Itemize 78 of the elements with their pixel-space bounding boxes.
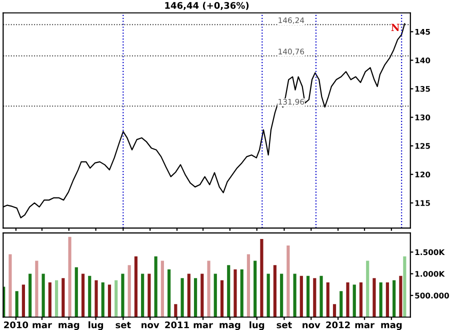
bar xyxy=(94,280,98,318)
bar xyxy=(194,278,198,318)
bar xyxy=(108,284,112,318)
bar xyxy=(379,282,382,318)
bar xyxy=(300,276,303,318)
bar xyxy=(214,274,217,318)
bar xyxy=(187,274,190,318)
bar xyxy=(114,280,118,318)
bar xyxy=(280,274,284,318)
bar xyxy=(121,274,124,318)
x-tick-label: nov xyxy=(142,323,160,328)
bar xyxy=(141,274,144,318)
annotation: N xyxy=(391,24,400,31)
x-tick-label: lug xyxy=(88,321,104,330)
chart-title: 146,44 (+0,36%) xyxy=(165,2,249,10)
x-tick-label: mag xyxy=(381,323,402,330)
bar xyxy=(160,260,164,318)
bar xyxy=(62,278,65,318)
bar xyxy=(346,282,350,318)
x-tick-label: mag xyxy=(220,323,240,330)
bar xyxy=(154,256,158,318)
x-tick-label: set xyxy=(116,322,131,328)
x-tick-label: 2011 xyxy=(165,321,189,328)
bar xyxy=(128,265,131,318)
bar xyxy=(168,269,171,318)
bar xyxy=(332,304,336,318)
bar xyxy=(386,282,389,318)
x-tick-label: lug xyxy=(250,321,264,330)
bar xyxy=(48,282,52,318)
bar xyxy=(88,276,92,318)
bar xyxy=(266,274,270,318)
bar xyxy=(372,278,376,318)
bar xyxy=(22,284,25,318)
x-tick-label: mar xyxy=(194,323,213,328)
bar xyxy=(246,254,250,318)
bar xyxy=(148,274,151,318)
bar xyxy=(273,265,276,318)
bar xyxy=(313,278,316,318)
bar xyxy=(35,260,38,318)
bar xyxy=(54,280,58,318)
x-tick-label: 2010 xyxy=(4,321,28,328)
bar xyxy=(134,256,138,318)
bar xyxy=(81,274,85,318)
bar xyxy=(359,282,363,318)
x-tick-label: mar xyxy=(32,323,52,328)
bar xyxy=(101,282,104,318)
bar xyxy=(366,260,370,318)
bar xyxy=(340,291,343,318)
bar xyxy=(286,246,290,318)
bar xyxy=(227,265,230,318)
x-tick-label: mag xyxy=(58,323,80,330)
bar xyxy=(234,269,237,318)
bar xyxy=(15,291,18,318)
bar xyxy=(392,280,396,318)
bar xyxy=(42,274,45,318)
x-tick-label: set xyxy=(276,322,292,328)
bar xyxy=(260,239,264,318)
bar xyxy=(320,276,323,318)
bar xyxy=(240,269,244,318)
bar xyxy=(220,280,224,318)
bar xyxy=(207,260,210,318)
x-tick-label: 2012 xyxy=(326,321,350,328)
bar xyxy=(8,254,12,318)
bar xyxy=(74,267,78,318)
bar xyxy=(326,282,330,318)
bar xyxy=(200,274,204,318)
bar xyxy=(403,256,406,318)
bar xyxy=(399,276,402,318)
bar xyxy=(28,274,32,318)
bar xyxy=(180,278,184,318)
bar xyxy=(68,236,72,318)
bar xyxy=(352,284,356,318)
bar xyxy=(254,260,257,318)
x-tick-label: nov xyxy=(302,323,320,328)
x-tick-label: mar xyxy=(355,323,374,328)
bar xyxy=(174,304,178,318)
bar xyxy=(306,276,310,318)
bar xyxy=(293,274,296,318)
